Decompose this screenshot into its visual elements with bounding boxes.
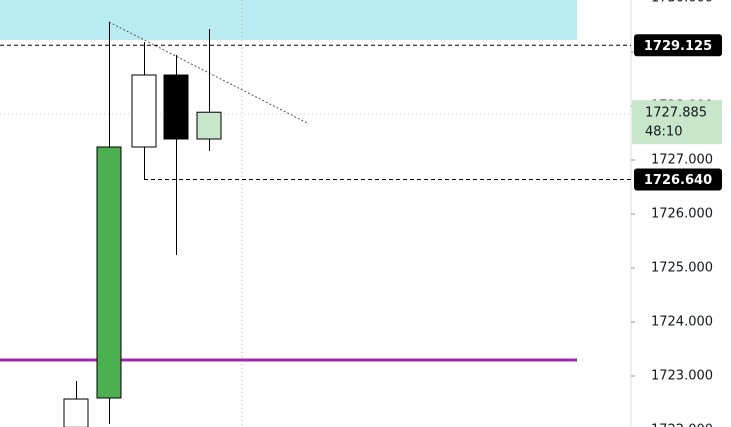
y-tick-label: 1723.000 <box>651 369 713 384</box>
current-price-badge <box>632 100 722 145</box>
price-badge <box>634 168 722 191</box>
price-badge-label: 1729.125 <box>644 39 712 54</box>
price-badge-label: 1726.640 <box>644 173 712 188</box>
countdown: 48:10 <box>645 125 682 140</box>
price-badge <box>634 34 722 57</box>
y-tick-label: 1724.000 <box>651 315 713 330</box>
y-tick-label: 1722.000 <box>651 423 713 427</box>
zone <box>0 0 577 41</box>
candle-body <box>163 74 189 140</box>
candle-body <box>63 398 89 427</box>
candle-body <box>196 111 222 140</box>
candle-body <box>96 146 122 399</box>
current-price-label: 1727.885 <box>645 106 707 121</box>
y-tick-label: 1730.000 <box>651 0 713 6</box>
y-tick-label: 1727.000 <box>651 153 713 168</box>
y-tick-label: 1725.000 <box>651 261 713 276</box>
candle-body <box>131 74 157 148</box>
y-tick-label: 1726.000 <box>651 207 713 222</box>
